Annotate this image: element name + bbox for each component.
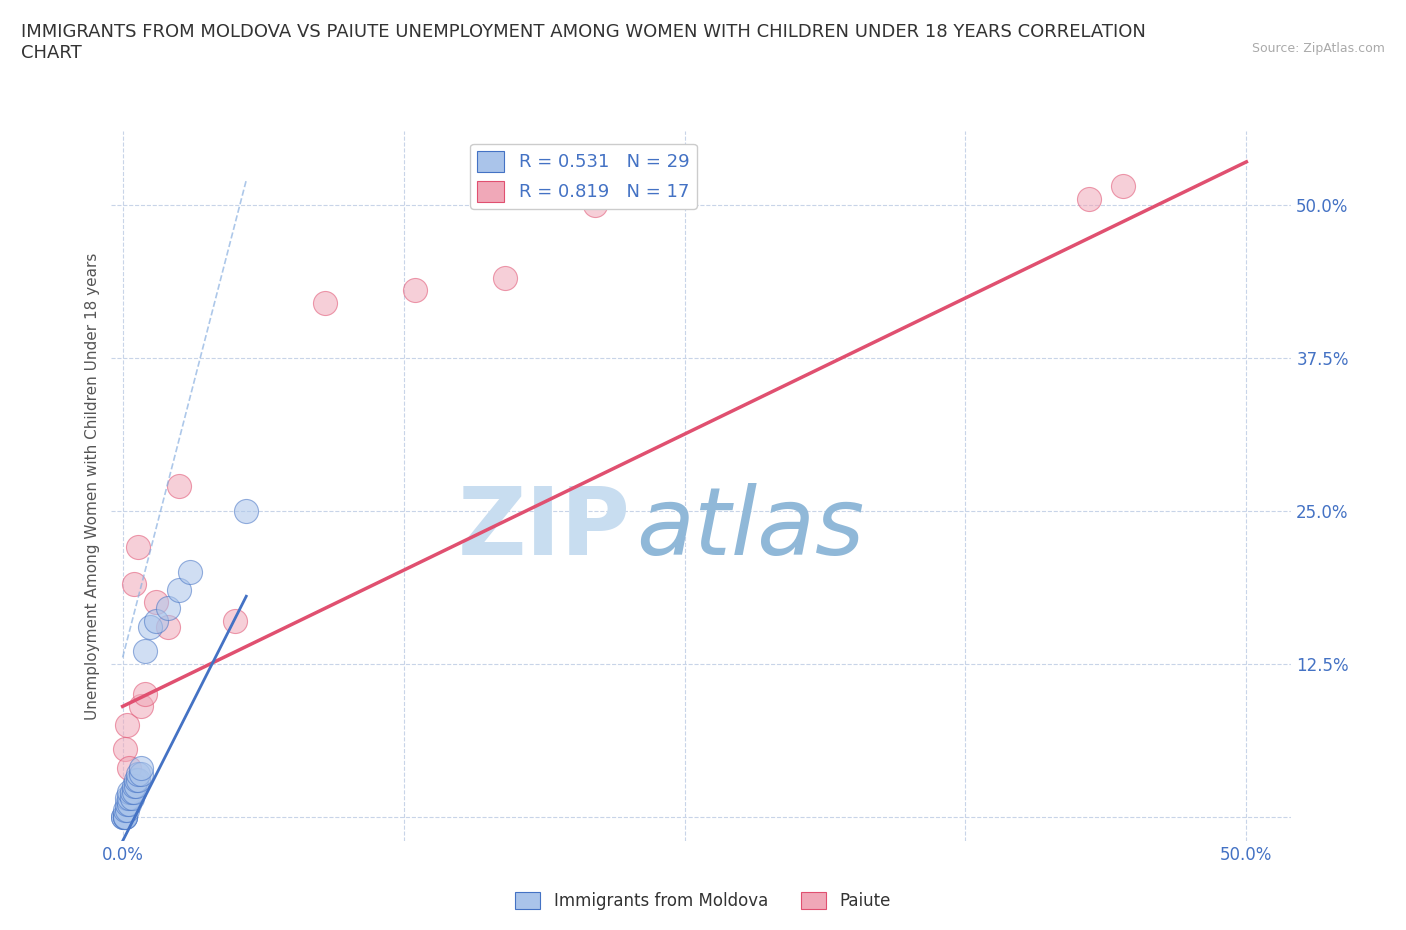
Point (114, 803, 136, 817)
Point (115, 803, 138, 817)
Point (125, 772, 148, 787)
Point (111, 809, 134, 824)
Legend: Immigrants from Moldova, Paiute: Immigrants from Moldova, Paiute (509, 885, 897, 917)
Y-axis label: Unemployment Among Women with Children Under 18 years: Unemployment Among Women with Children U… (86, 252, 100, 720)
Point (118, 760, 141, 775)
Point (122, 778, 145, 793)
Point (115, 790, 138, 805)
Text: ZIP: ZIP (458, 483, 630, 575)
Point (122, 577, 145, 591)
Point (1112, 179, 1135, 193)
Point (156, 601, 179, 616)
Point (314, 295, 336, 310)
Legend: R = 0.531   N = 29, R = 0.819   N = 17: R = 0.531 N = 29, R = 0.819 N = 17 (470, 144, 697, 209)
Text: Source: ZipAtlas.com: Source: ZipAtlas.com (1251, 42, 1385, 55)
Point (121, 785, 143, 800)
Point (118, 790, 141, 805)
Point (127, 539, 149, 554)
Point (114, 809, 136, 824)
Point (114, 809, 136, 824)
Point (111, 809, 134, 824)
Point (121, 790, 143, 805)
Point (224, 613, 246, 628)
Text: IMMIGRANTS FROM MOLDOVA VS PAIUTE UNEMPLOYMENT AMONG WOMEN WITH CHILDREN UNDER 1: IMMIGRANTS FROM MOLDOVA VS PAIUTE UNEMPL… (21, 23, 1146, 62)
Point (114, 742, 136, 757)
Point (127, 772, 149, 787)
Point (129, 760, 152, 775)
Point (138, 619, 160, 634)
Point (145, 595, 167, 610)
Point (145, 613, 167, 628)
Point (167, 479, 190, 494)
Point (122, 785, 145, 800)
Point (494, 271, 516, 286)
Point (235, 503, 257, 518)
Point (115, 717, 138, 732)
Point (156, 619, 179, 634)
Point (115, 797, 138, 812)
Point (134, 644, 156, 658)
Point (114, 809, 136, 824)
Point (583, 197, 606, 212)
Point (179, 565, 201, 579)
Point (404, 283, 426, 298)
Point (167, 583, 190, 598)
Point (118, 785, 141, 800)
Point (125, 778, 148, 793)
Point (118, 797, 141, 812)
Point (134, 686, 156, 701)
Text: atlas: atlas (637, 484, 865, 574)
Point (129, 699, 152, 714)
Point (127, 766, 149, 781)
Point (129, 766, 152, 781)
Point (1078, 191, 1101, 206)
